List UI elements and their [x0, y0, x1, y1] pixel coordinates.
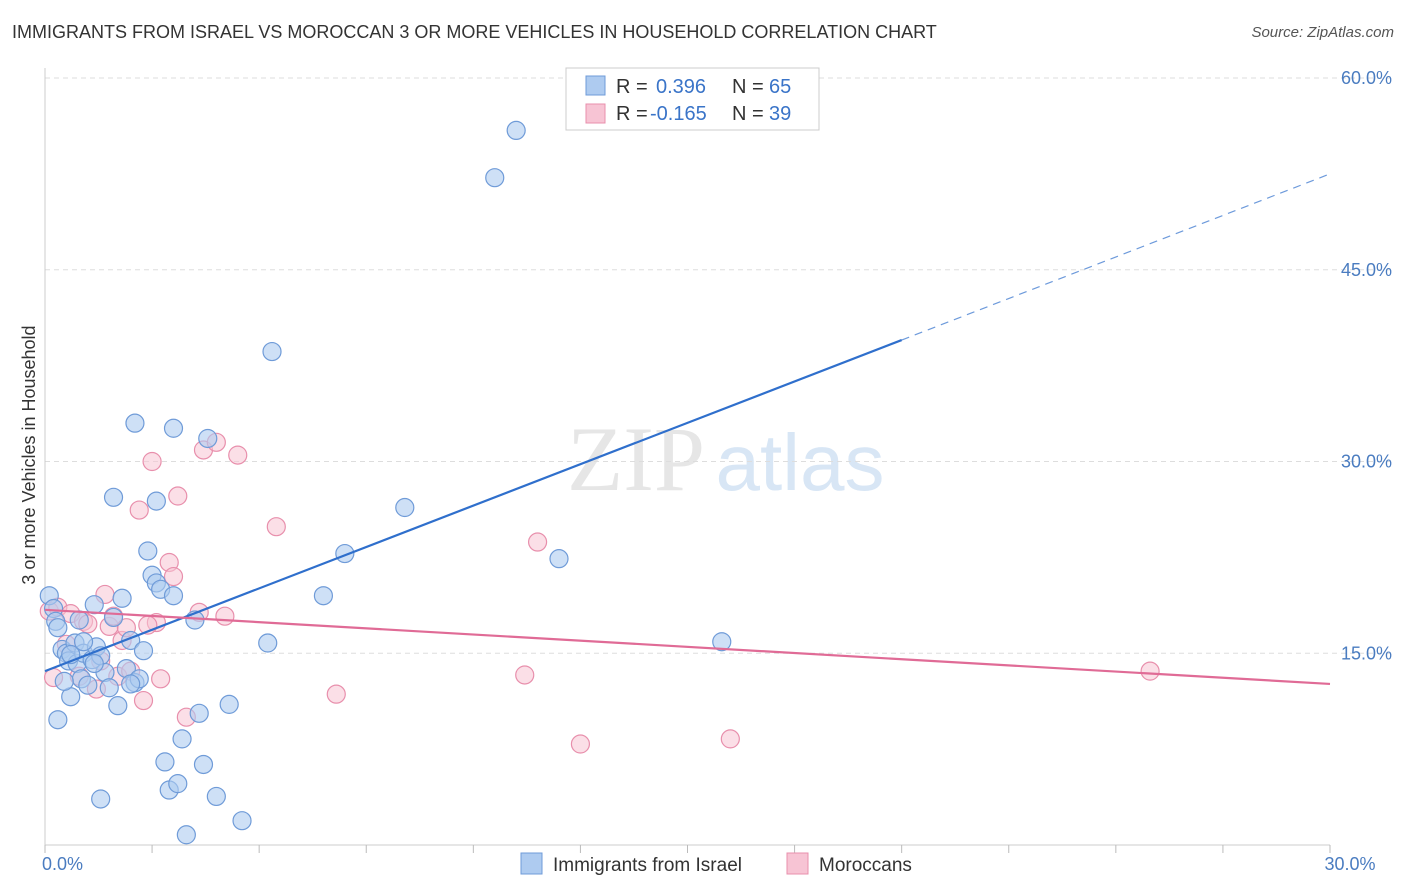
y-axis-title: 3 or more Vehicles in Household — [19, 325, 39, 584]
grid-lines — [45, 77, 1395, 654]
legend-swatch-moroccans — [585, 103, 606, 124]
point-israel-40 — [206, 786, 226, 807]
point-israel-49 — [506, 120, 526, 141]
point-israel-55 — [146, 491, 166, 511]
tick-labels: 15.0% 30.0% 45.0% 60.0% 0.0% 30.0% — [42, 68, 1392, 874]
point-moroccans-17 — [129, 500, 149, 520]
legend-swatch-israel — [585, 75, 606, 96]
point-moroccans-18 — [133, 690, 154, 711]
point-israel-35 — [172, 729, 192, 749]
point-moroccans-30 — [228, 445, 248, 465]
point-moroccans-33 — [515, 665, 535, 685]
point-israel-52 — [48, 710, 68, 730]
point-israel-20 — [103, 607, 124, 628]
stats-legend-box — [565, 67, 820, 131]
point-israel-22 — [112, 588, 132, 608]
point-israel-27 — [133, 641, 154, 661]
point-moroccans-29 — [215, 606, 235, 626]
trend-line-israel — [44, 339, 903, 673]
point-moroccans-32 — [326, 684, 346, 704]
point-israel-64 — [121, 674, 141, 694]
point-israel-56 — [163, 418, 184, 438]
point-moroccans-35 — [570, 734, 591, 754]
trend-lines — [44, 173, 1331, 686]
legend-r-value-israel: 0.396 — [656, 76, 706, 98]
bottom-legend-swatch-moroccans — [786, 852, 809, 875]
point-israel-42 — [232, 811, 252, 831]
point-israel-51 — [712, 632, 732, 652]
point-israel-10 — [69, 610, 89, 630]
point-israel-31 — [155, 752, 175, 772]
point-israel-3 — [48, 618, 68, 638]
legend-r-label-moroccans: R = — [616, 103, 648, 125]
point-israel-34 — [168, 774, 188, 794]
point-israel-13 — [78, 675, 98, 695]
axes — [44, 68, 1331, 853]
point-israel-50 — [549, 549, 569, 569]
point-moroccans-24 — [168, 486, 188, 506]
point-israel-36 — [176, 825, 196, 845]
chart-title: IMMIGRANTS FROM ISRAEL VS MOROCCAN 3 OR … — [12, 22, 937, 42]
series-israel-points — [39, 120, 732, 845]
point-israel-59 — [91, 789, 111, 809]
point-israel-45 — [313, 586, 334, 606]
trend-line-moroccans — [44, 608, 1331, 686]
y-tick-label-0: 15.0% — [1341, 643, 1392, 663]
point-moroccans-19 — [142, 451, 162, 472]
point-israel-44 — [262, 341, 282, 362]
point-israel-47 — [395, 497, 415, 518]
legend-n-value-israel: 65 — [769, 76, 791, 98]
point-israel-33 — [163, 586, 184, 606]
bottom-legend-label-moroccans: Moroccans — [819, 855, 912, 876]
x-tick-label-1: 30.0% — [1324, 854, 1375, 874]
legend-r-value-moroccans: -0.165 — [650, 103, 707, 125]
point-israel-58 — [138, 541, 158, 561]
point-moroccans-36 — [720, 729, 740, 749]
point-moroccans-23 — [163, 566, 184, 587]
point-israel-41 — [219, 694, 239, 714]
point-israel-15 — [84, 595, 104, 615]
legend-n-label-israel: N = — [732, 76, 764, 98]
point-moroccans-37 — [1140, 661, 1160, 681]
point-israel-54 — [125, 413, 145, 433]
point-israel-57 — [198, 428, 218, 449]
point-israel-53 — [103, 487, 124, 507]
trend-line-israel-extension — [901, 173, 1331, 341]
point-israel-19 — [99, 678, 119, 698]
point-moroccans-21 — [151, 669, 171, 689]
point-moroccans-34 — [527, 532, 548, 552]
point-israel-43 — [258, 633, 278, 653]
legend-n-label-moroccans: N = — [732, 103, 764, 125]
y-tick-label-3: 60.0% — [1341, 68, 1392, 88]
point-israel-63 — [84, 653, 104, 674]
y-tick-label-1: 30.0% — [1341, 452, 1392, 472]
stats-legend: R = 0.396 N = 65 R = -0.165 N = 39 — [565, 67, 820, 131]
point-israel-60 — [54, 671, 74, 691]
watermark-atlas: atlas — [716, 418, 885, 507]
point-israel-21 — [108, 696, 128, 716]
point-israel-48 — [485, 168, 505, 188]
point-moroccans-31 — [266, 517, 286, 537]
y-tick-label-2: 45.0% — [1341, 260, 1392, 280]
x-tick-label-0: 0.0% — [42, 854, 83, 874]
legend-r-label-israel: R = — [616, 76, 648, 98]
point-israel-62 — [73, 632, 94, 652]
point-israel-38 — [189, 703, 209, 723]
watermark: ZIP atlas — [567, 408, 884, 510]
legend-n-value-moroccans: 39 — [769, 103, 791, 125]
chart-source: Source: ZipAtlas.com — [1251, 24, 1394, 41]
point-israel-39 — [193, 754, 214, 775]
bottom-legend-label-israel: Immigrants from Israel — [553, 855, 742, 876]
series-legend: Immigrants from Israel Moroccans — [520, 852, 912, 876]
bottom-legend-swatch-israel — [520, 852, 543, 875]
